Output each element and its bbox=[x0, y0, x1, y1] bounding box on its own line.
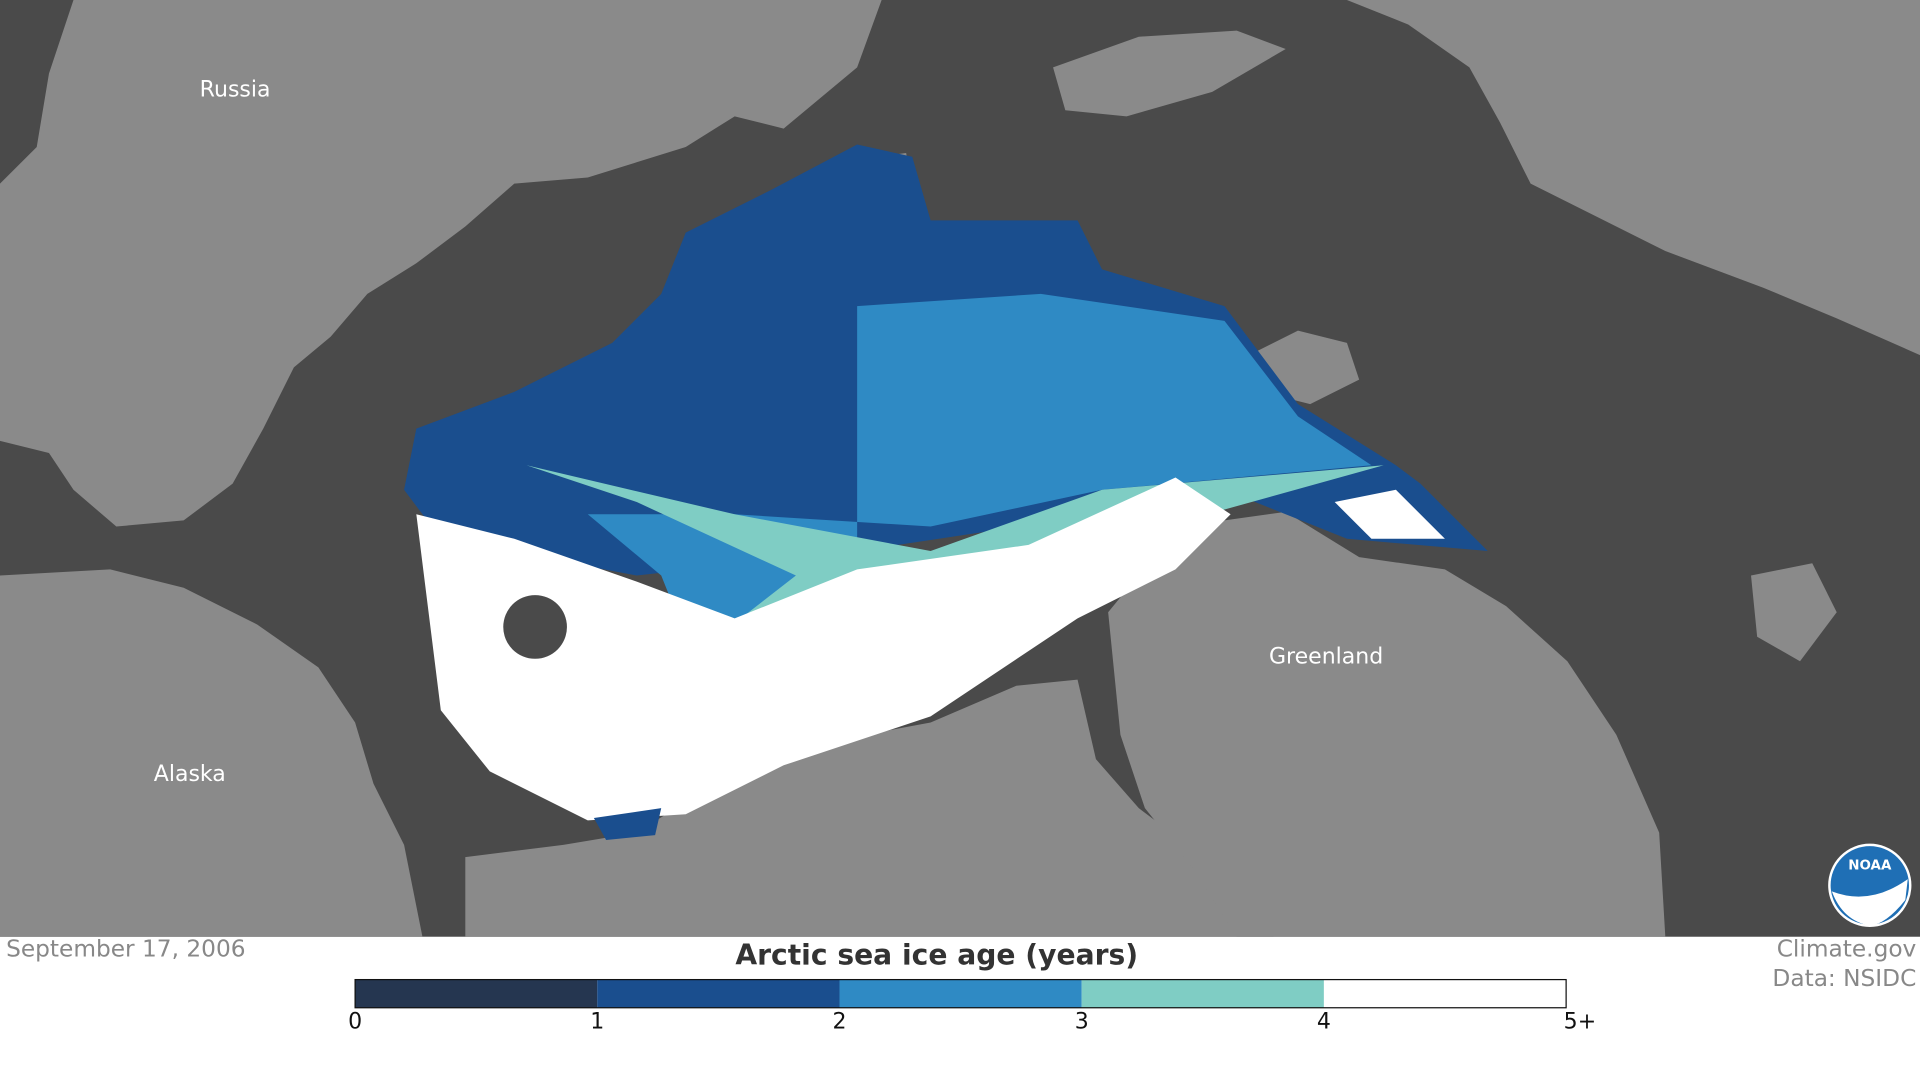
legend-swatch bbox=[839, 979, 1082, 1008]
ice-area bbox=[593, 808, 662, 840]
place-label: Greenland bbox=[1269, 645, 1383, 670]
legend-frame bbox=[354, 978, 1567, 1009]
date: September 17, 2006 bbox=[6, 936, 245, 963]
legend-swatch bbox=[355, 979, 598, 1008]
ice-area bbox=[1334, 489, 1445, 539]
legend-tick-label: 0 bbox=[348, 1009, 362, 1034]
legend-swatch bbox=[597, 979, 840, 1008]
noaa-logo: NOAA bbox=[1828, 843, 1912, 927]
ice-area bbox=[526, 465, 1384, 711]
legend-swatch bbox=[1081, 979, 1324, 1008]
logo-text: NOAA bbox=[1848, 859, 1892, 874]
ice-area bbox=[416, 477, 1231, 821]
place-label: Alaska bbox=[154, 762, 226, 787]
legend-tick-label: 5+ bbox=[1564, 1009, 1596, 1034]
legend: 0 1 2 3 4 5+ bbox=[348, 978, 1596, 1034]
legend-tick-label: 3 bbox=[1075, 1009, 1089, 1034]
legend-title: Arctic sea ice age (years) bbox=[735, 938, 1138, 971]
credit: Data: NSIDC bbox=[1772, 965, 1916, 992]
legend-tick-label: 4 bbox=[1317, 1009, 1331, 1034]
place-label: Russia bbox=[200, 78, 271, 103]
credit: Climate.gov bbox=[1777, 936, 1917, 963]
legend-swatch bbox=[1323, 979, 1567, 1008]
sea-ice bbox=[404, 144, 1488, 840]
legend-tick-label: 1 bbox=[590, 1009, 604, 1034]
legend-tick-label: 2 bbox=[832, 1009, 846, 1034]
